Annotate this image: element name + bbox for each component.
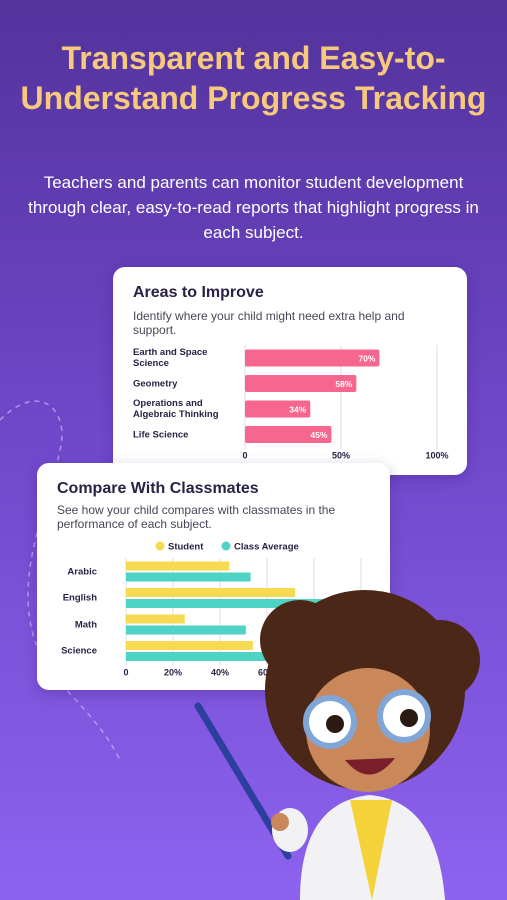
title: Transparent and Easy-to-Understand Progr…	[20, 40, 487, 116]
hair	[400, 620, 480, 700]
y-tick-label: Geometry	[133, 378, 178, 389]
x-tick-label: 0	[242, 450, 247, 460]
y-tick-label: Math	[74, 619, 97, 630]
bar	[245, 426, 332, 443]
card: Areas to Improve Identify where your chi…	[113, 267, 467, 475]
bar	[245, 349, 380, 367]
bar	[126, 652, 272, 661]
dashed-path	[0, 400, 121, 761]
bar	[126, 561, 230, 571]
legend-label: Class Average	[234, 542, 299, 553]
eye	[326, 715, 344, 733]
card-title: Areas to Improve	[133, 284, 264, 301]
x-tick-label: 40%	[211, 667, 229, 677]
eye	[400, 709, 418, 727]
y-tick-label: Life Science	[133, 429, 189, 440]
bar	[126, 641, 253, 650]
x-tick-label: 0	[123, 667, 128, 677]
bar	[126, 588, 296, 597]
x-tick-label: 100%	[425, 450, 448, 460]
y-tick-label: Operations and Algebraic Thinking	[133, 398, 219, 420]
y-tick-label: Arabic	[67, 566, 97, 577]
data-label: 45%	[310, 430, 327, 440]
hair	[260, 600, 340, 680]
data-label: 34%	[289, 404, 306, 414]
card-title: Compare With Classmates	[57, 480, 259, 497]
chart: 0 50% 100% 70% 58% 34% 45%	[242, 345, 449, 460]
mouth	[345, 758, 395, 775]
shirt	[350, 800, 392, 900]
legend-label: Student	[168, 542, 204, 553]
legend-swatch	[221, 541, 231, 551]
y-tick-label: Earth and Space Science	[133, 347, 208, 369]
y-tick-label: English	[62, 592, 97, 604]
bar	[126, 599, 324, 608]
bar	[126, 572, 251, 582]
bar	[126, 625, 246, 635]
y-tick-label: Science	[61, 645, 97, 657]
data-label: 58%	[335, 379, 352, 389]
x-tick-label: 50%	[332, 450, 350, 460]
card-subtitle: Identify where your child might need ext…	[133, 309, 405, 337]
data-label: 70%	[358, 353, 375, 363]
card-subtitle: See how your child compares with classma…	[57, 503, 336, 531]
hand	[271, 813, 289, 831]
bar	[245, 375, 357, 392]
bar	[126, 614, 185, 624]
bar	[245, 400, 311, 418]
legend-swatch	[155, 541, 165, 551]
x-tick-label: 20%	[164, 667, 182, 677]
subtitle: Teachers and parents can monitor student…	[28, 173, 479, 242]
